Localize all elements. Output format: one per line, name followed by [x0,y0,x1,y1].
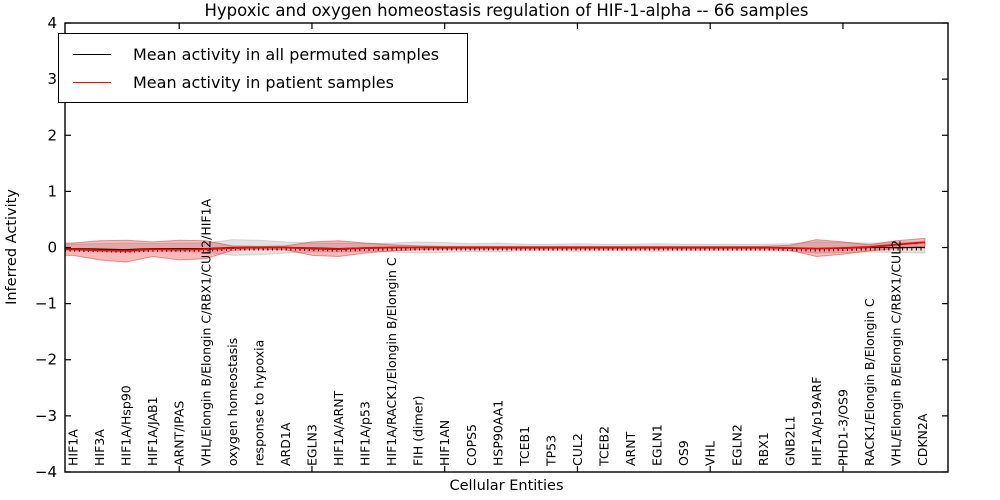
x-tick-label: VHL [703,441,718,466]
x-tick-label: VHL/Elongin B/Elongin C/RBX1/CUL2 [889,240,904,466]
x-tick-label: HIF1A/ARNT [331,390,346,466]
x-tick-label: CDKN2A [915,413,930,466]
x-tick-label: HIF1A [66,429,81,466]
y-axis-label: Inferred Activity [4,189,20,305]
y-tick-label: 1 [47,182,57,200]
legend-entry-patient: Mean activity in patient samples [73,68,439,96]
permuted-mean-markers [65,247,925,253]
x-tick-label: EGLN3 [304,424,319,466]
x-tick-label: HIF1A/Hsp90 [119,385,134,466]
patient-samples-band-area [64,238,926,263]
x-tick-label: FIH (dimer) [411,396,426,466]
x-tick-label: response to hypoxia [251,340,266,466]
legend-label-patient: Mean activity in patient samples [133,72,394,92]
patient-mean-line [65,241,925,252]
x-tick-label: HIF1A/JAB1 [145,396,160,466]
x-tick-label: HIF1AN [437,420,452,466]
y-tick-label: 3 [47,70,57,88]
legend-label-permuted: Mean activity in all permuted samples [133,44,440,64]
x-tick-label: COPS5 [464,424,479,466]
x-tick-label: HIF1A/p19ARF [809,377,824,466]
y-tick-label: 0 [47,239,57,257]
x-tick-label: RACK1/Elongin B/Elongin C [862,298,877,466]
chart-title: Hypoxic and oxygen homeostasis regulatio… [204,1,809,20]
legend: Mean activity in all permuted samples Me… [58,33,469,103]
x-tick-label: EGLN1 [650,424,665,466]
x-tick-label: TP53 [543,435,558,467]
x-axis-label: Cellular Entities [449,478,564,494]
legend-line-black-icon [73,53,111,55]
x-tick-label: HIF1A/p53 [358,401,373,466]
x-tick-label: EGLN2 [729,424,744,466]
x-tick-label: ARD1A [278,422,293,466]
x-tick-label: HIF3A [92,429,107,466]
x-tick-label: TCEB2 [597,426,612,467]
x-tick-label: oxygen homeostasis [225,338,240,466]
x-tick-label: HIF1A/RACK1/Elongin B/Elongin C [384,257,399,466]
x-tick-label: TCEB1 [517,426,532,467]
x-tick-label: CUL2 [570,433,585,466]
y-tick-label: −4 [35,463,57,481]
x-tick-label: RBX1 [756,432,771,466]
y-tick-label: 2 [47,126,57,144]
legend-line-red-icon [73,81,111,83]
x-tick-label: HSP90AA1 [490,400,505,466]
x-tick-label: VHL/Elongin B/Elongin C/RBX1/CUL2/HIF1A [198,198,213,466]
x-tick-label: GNB2L1 [782,416,797,466]
x-tick-label: OS9 [676,440,691,466]
y-tick-label: 4 [47,14,57,32]
y-tick-label: −3 [35,407,57,425]
y-tick-label: −1 [35,295,57,313]
x-tick-label: ARNT [623,431,638,466]
x-tick-label: ARNT/IPAS [172,401,187,466]
y-tick-label: −2 [35,351,57,369]
x-tick-label: PHD1-3/OS9 [835,389,850,466]
legend-entry-permuted: Mean activity in all permuted samples [73,40,439,68]
